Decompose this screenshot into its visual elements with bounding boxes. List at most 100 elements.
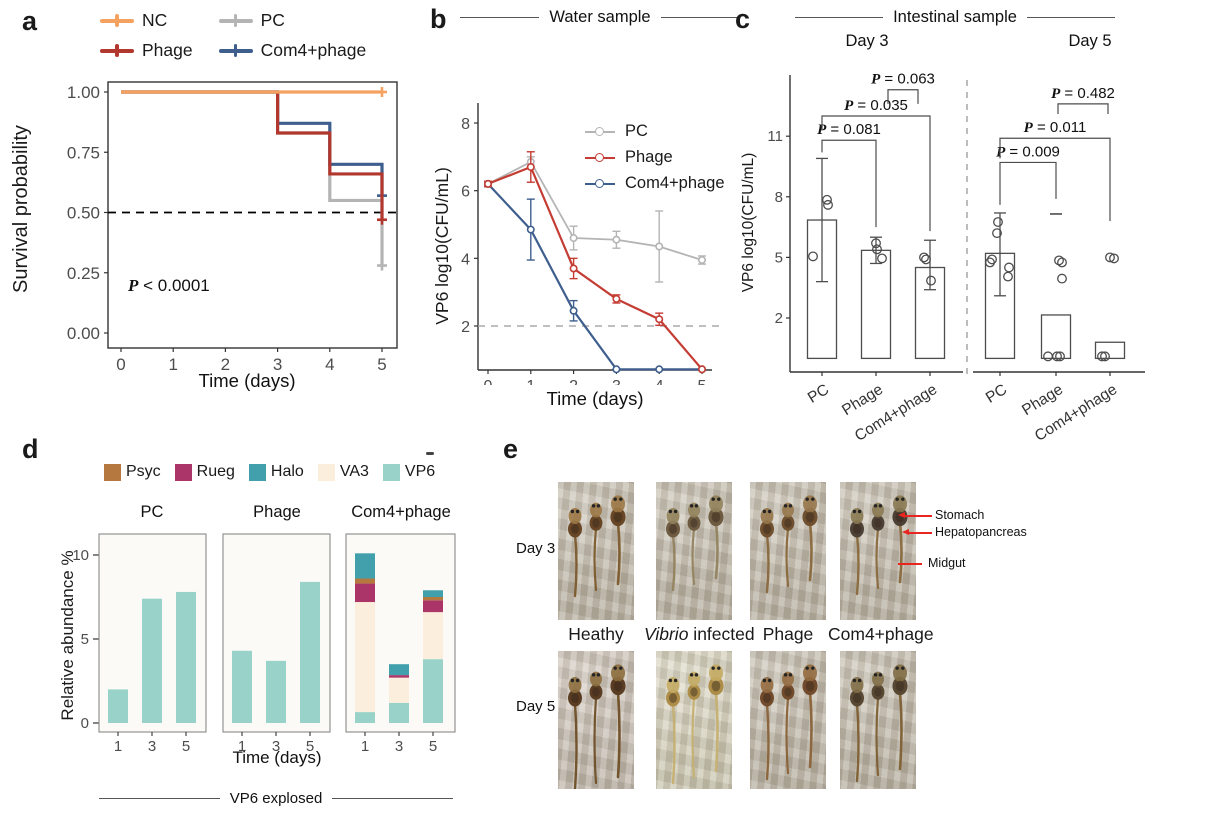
abundance-plot: 0 5 10 1 3 5 1 3 5 1 3 5 [72, 533, 456, 755]
panel-b-legend: PC Phage Com4+phage [585, 122, 725, 193]
km-series-nc [121, 87, 387, 97]
svg-text:P = 0.009: P = 0.009 [996, 143, 1060, 160]
svg-text:5: 5 [775, 249, 783, 266]
km-series-phage [121, 90, 387, 225]
km-marker-icon [218, 14, 253, 27]
midgut-line [898, 563, 922, 565]
legend-label: Phage [625, 148, 673, 166]
stomach-label: Stomach [935, 508, 985, 522]
larva [892, 664, 908, 771]
italic-genus: Vibrio [644, 624, 689, 644]
km-marker-icon [100, 14, 134, 27]
title-line-left [795, 16, 884, 19]
legend-swatch-icon [382, 463, 400, 481]
panel-a-legend: NC PC Phage Com4+phage [100, 10, 366, 61]
svg-text:4: 4 [325, 355, 334, 374]
larvae-photo-day3-healthy [558, 482, 634, 620]
legend-item-nc: NC [100, 10, 193, 31]
larvae-photo-day5-vibrio-infected [656, 651, 732, 789]
stomach-arrow-icon [898, 512, 905, 518]
panel-a-pvalue: P < 0.0001 [128, 276, 210, 296]
svg-text:1: 1 [526, 378, 535, 385]
svg-text:5: 5 [182, 738, 190, 755]
svg-text:2: 2 [775, 310, 783, 327]
svg-text:3: 3 [148, 738, 156, 755]
km-series-pc [121, 90, 387, 271]
larva [781, 502, 795, 588]
larvae-photo-day3-com4-phage [840, 482, 916, 620]
stack-vp6 [300, 581, 320, 723]
legend-label: VP6 [404, 463, 436, 480]
larvae-drawing [568, 664, 626, 791]
panel-d-legend: Psyc Rueg Halo VA3 VP6 [104, 463, 435, 481]
larvae-photo-day5-com4-phage [840, 651, 916, 789]
svg-text:5: 5 [306, 738, 314, 755]
legend-swatch-icon [104, 463, 121, 481]
stack-va3 [423, 612, 443, 660]
larvae-photo-day5-phage [750, 651, 826, 789]
svg-text:0.50: 0.50 [67, 204, 100, 223]
bar-group-phage [1040, 213, 1072, 362]
legend-item-vp6: VP6 [382, 463, 436, 481]
svg-text:0: 0 [116, 355, 125, 374]
larva [760, 677, 774, 781]
svg-text:2: 2 [221, 355, 230, 374]
stack-vp6 [355, 712, 375, 723]
facet-title-day3: Day 3 [845, 32, 889, 50]
hepatopancreas-line [908, 532, 932, 534]
abundance-plot-area: 0 5 10 1 3 5 1 3 5 1 3 5 [72, 533, 456, 755]
larvae-drawing [760, 664, 818, 781]
svg-text:P = 0.063: P = 0.063 [871, 71, 935, 88]
hepatopancreas-arrow-icon [902, 529, 909, 535]
legend-item-phage: Phage [585, 148, 725, 167]
stack-halo [423, 590, 443, 597]
svg-text:P = 0.011: P = 0.011 [1024, 119, 1087, 136]
svg-text:PC: PC [805, 381, 832, 407]
line-circle-marker-icon [585, 126, 615, 138]
larva [589, 671, 603, 785]
stack-psyc [423, 597, 443, 601]
panel-a-ylabel: Survival probability [10, 125, 32, 293]
panel-b-title: Water sample [460, 8, 741, 27]
row-label-day5: Day 5 [516, 698, 556, 715]
legend-item-phage: Phage [100, 40, 193, 61]
panel-d-xlabel: Time (days) [232, 748, 322, 767]
row-label-day3: Day 3 [516, 540, 556, 557]
legend-label: Rueg [196, 463, 235, 480]
water-plot-area: 2 4 6 8 0 1 2 3 4 5 [461, 103, 720, 385]
svg-text:0: 0 [81, 715, 89, 732]
svg-text:3: 3 [272, 738, 280, 755]
km-marker-icon [100, 44, 134, 57]
stack-vp6 [176, 591, 196, 723]
larvae-drawing [850, 495, 908, 596]
bar-group-com4-phage [1094, 252, 1126, 362]
legend-item-va3: VA3 [317, 463, 369, 481]
svg-text:5: 5 [698, 378, 707, 385]
svg-text:0.75: 0.75 [67, 143, 100, 162]
legend-label: Phage [142, 40, 193, 60]
larva [850, 508, 864, 596]
svg-text:1: 1 [361, 738, 369, 755]
stray-mark [426, 452, 434, 455]
svg-text:8: 8 [775, 189, 783, 206]
stomach-line [904, 515, 932, 517]
midgut-label: Midgut [928, 556, 966, 570]
panel-c-title-text: Intestinal sample [893, 8, 1017, 26]
stack-halo [355, 553, 375, 579]
larvae-drawing [850, 664, 908, 783]
svg-text:3: 3 [612, 378, 621, 385]
svg-text:5: 5 [377, 355, 386, 374]
stack-vp6 [142, 598, 162, 723]
svg-text:2: 2 [461, 319, 470, 336]
p-symbol: P [128, 276, 139, 295]
legend-item-com4-phage: Com4+phage [218, 40, 366, 61]
legend-item-psyc: Psyc [104, 463, 161, 481]
km-plot-area: 0.00 0.25 0.50 0.75 1.00 0 1 2 3 4 5 [67, 81, 398, 374]
line-circle-marker-icon [585, 152, 615, 164]
p-value-text: < 0.0001 [138, 276, 210, 295]
larva [892, 495, 908, 584]
svg-text:3: 3 [273, 355, 282, 374]
panel-c-label: c [735, 4, 751, 34]
svg-text:1: 1 [114, 738, 122, 755]
